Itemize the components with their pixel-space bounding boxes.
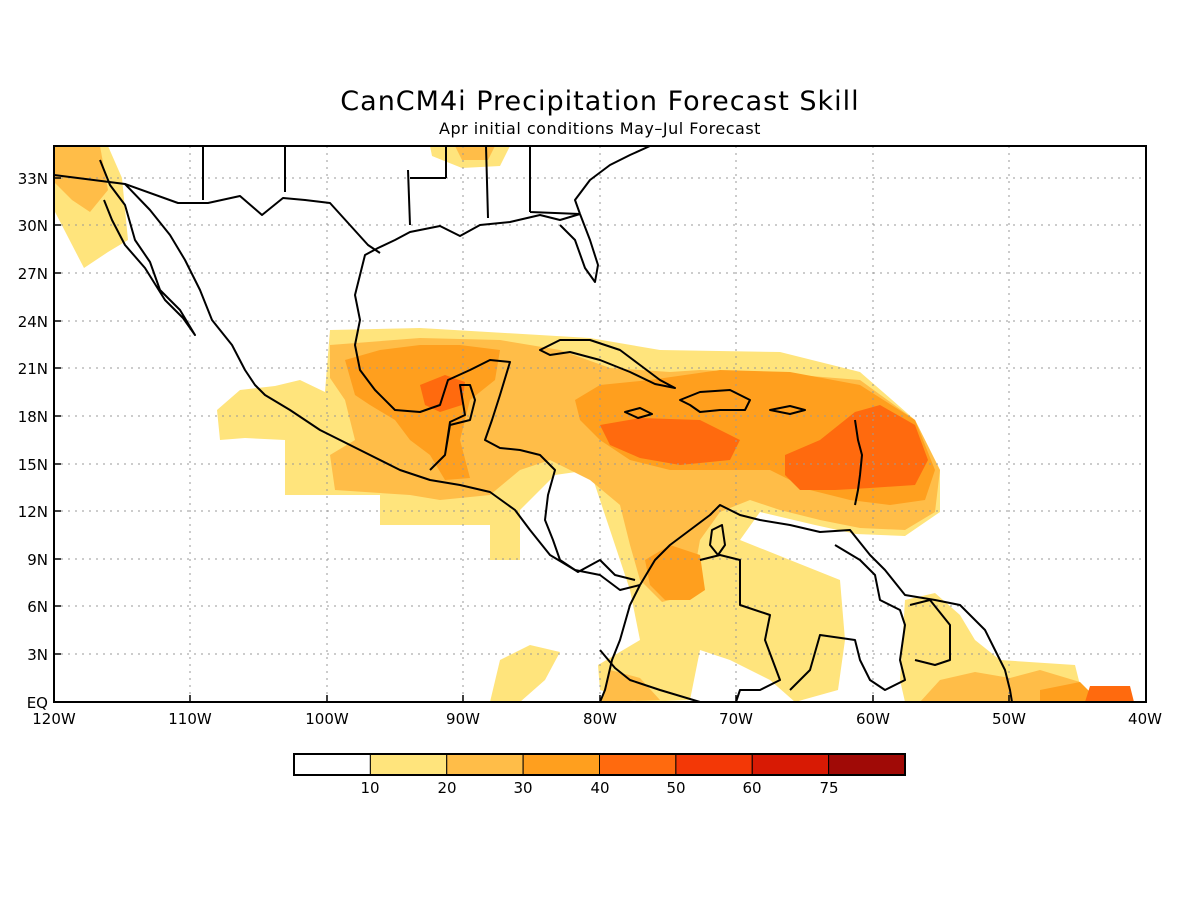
skill-patch-yucatan bbox=[345, 345, 500, 480]
lat-label: 9N bbox=[27, 551, 48, 569]
lat-label: 24N bbox=[18, 313, 48, 331]
lon-label: 100W bbox=[305, 710, 349, 728]
yucatan-border bbox=[429, 384, 476, 471]
south-america-north-coast bbox=[639, 504, 1013, 702]
us-mexico-border bbox=[54, 174, 381, 254]
lat-label: 33N bbox=[18, 170, 48, 188]
lat-label: EQ bbox=[27, 694, 48, 712]
lesser-antilles bbox=[854, 419, 863, 506]
atlantic-coast bbox=[574, 146, 651, 215]
axis-ticks bbox=[54, 177, 1010, 702]
hispaniola bbox=[679, 389, 751, 413]
map-subtitle: Apr initial conditions May–Jul Forecast bbox=[439, 119, 761, 138]
lat-labels: 33N 30N 27N 24N 21N 18N 15N 12N 9N 6N 3N… bbox=[18, 170, 48, 712]
skill-level-40-50 bbox=[420, 375, 1134, 702]
skill-patch-amazon-1 bbox=[490, 645, 560, 702]
legend-swatch bbox=[751, 753, 830, 776]
ecuador-peru-coast bbox=[599, 649, 701, 702]
mexico-west-coast bbox=[124, 183, 641, 591]
gulf-of-mexico-coast bbox=[354, 213, 636, 581]
lat-label: 3N bbox=[27, 646, 48, 664]
skill-patch-yucatan-peak bbox=[420, 375, 465, 412]
jamaica bbox=[624, 407, 653, 419]
legend-label: 30 bbox=[513, 779, 532, 797]
legend-labels: 10 20 30 40 50 60 75 bbox=[360, 779, 838, 797]
lat-label: 6N bbox=[27, 598, 48, 616]
florida bbox=[559, 213, 599, 283]
legend-label: 60 bbox=[742, 779, 761, 797]
lon-label: 40W bbox=[1128, 710, 1162, 728]
legend-frame bbox=[293, 753, 906, 776]
legend-label: 75 bbox=[819, 779, 838, 797]
skill-patch-gulf-us bbox=[455, 146, 495, 160]
skill-patch-amazon-2 bbox=[600, 670, 660, 702]
lat-label: 12N bbox=[18, 503, 48, 521]
color-legend: 10 20 30 40 50 60 75 bbox=[293, 753, 906, 797]
cuba bbox=[539, 339, 676, 389]
legend-swatch bbox=[369, 753, 448, 776]
lon-label: 120W bbox=[32, 710, 76, 728]
lon-label: 60W bbox=[856, 710, 890, 728]
map-title: CanCM4i Precipitation Forecast Skill bbox=[340, 86, 860, 117]
lat-label: 21N bbox=[18, 360, 48, 378]
us-state-lines bbox=[202, 146, 581, 226]
legend-swatches bbox=[293, 753, 906, 776]
graticule bbox=[54, 146, 1146, 702]
legend-label: 40 bbox=[590, 779, 609, 797]
puerto-rico bbox=[769, 405, 806, 415]
skill-patch-caribbean-peak bbox=[600, 418, 740, 465]
legend-swatch bbox=[446, 753, 524, 776]
legend-swatch bbox=[599, 753, 677, 776]
lon-labels: 120W 110W 100W 90W 80W 70W 60W 50W 40W bbox=[32, 710, 1162, 728]
lon-label: 110W bbox=[168, 710, 212, 728]
skill-patch-colombia bbox=[645, 545, 705, 600]
legend-swatch bbox=[522, 753, 600, 776]
skill-patch-guiana-peak bbox=[1085, 686, 1134, 702]
coastlines bbox=[54, 146, 1013, 702]
lat-label: 18N bbox=[18, 408, 48, 426]
skill-shading bbox=[54, 146, 1134, 702]
legend-label: 10 bbox=[360, 779, 379, 797]
skill-patch-coast bbox=[1040, 682, 1100, 702]
south-america-interior bbox=[599, 544, 951, 702]
legend-swatch bbox=[293, 753, 371, 776]
lon-label: 80W bbox=[583, 710, 617, 728]
skill-patch-antilles-peak bbox=[785, 405, 928, 490]
legend-swatch bbox=[828, 753, 906, 776]
legend-label: 20 bbox=[437, 779, 456, 797]
lat-label: 15N bbox=[18, 456, 48, 474]
legend-swatch bbox=[675, 753, 753, 776]
lon-label: 70W bbox=[719, 710, 753, 728]
legend-label: 50 bbox=[666, 779, 685, 797]
lat-label: 30N bbox=[18, 217, 48, 235]
lake-maracaibo bbox=[709, 524, 726, 556]
lon-label: 50W bbox=[992, 710, 1026, 728]
lon-label: 90W bbox=[446, 710, 480, 728]
lat-label: 27N bbox=[18, 265, 48, 283]
baja-peninsula bbox=[99, 159, 196, 336]
